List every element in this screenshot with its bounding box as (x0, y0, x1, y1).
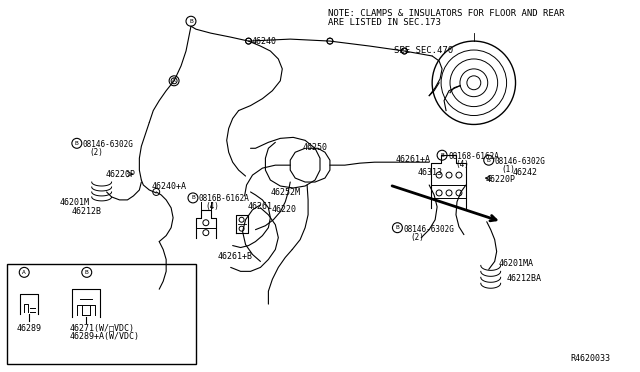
Text: B: B (487, 158, 491, 163)
Text: (2): (2) (90, 148, 104, 157)
Text: (1): (1) (502, 165, 515, 174)
Text: 46261+A: 46261+A (396, 155, 431, 164)
Text: 46212BA: 46212BA (507, 274, 541, 283)
Text: 46242: 46242 (513, 168, 538, 177)
Text: 46250: 46250 (302, 143, 327, 152)
Text: SEE SEC.470: SEE SEC.470 (394, 46, 454, 55)
Text: B: B (85, 270, 88, 275)
Text: 46201MA: 46201MA (499, 259, 534, 269)
Text: A: A (22, 270, 26, 275)
Text: 46220: 46220 (271, 205, 296, 214)
Text: (2): (2) (410, 232, 424, 242)
Text: R4620033: R4620033 (570, 354, 610, 363)
Text: 08146-6302G: 08146-6302G (495, 157, 545, 166)
Text: 46313: 46313 (417, 168, 442, 177)
Text: (4): (4) (206, 202, 220, 211)
Text: 46261: 46261 (248, 202, 273, 211)
Text: ARE LISTED IN SEC.173: ARE LISTED IN SEC.173 (328, 18, 441, 27)
Text: 46220P: 46220P (106, 170, 136, 179)
Text: 46201M: 46201M (60, 198, 90, 207)
Text: 0816B-6162A: 0816B-6162A (199, 194, 250, 203)
Text: (4): (4) (455, 160, 469, 169)
Text: 46252M: 46252M (270, 188, 300, 197)
Text: 46271(W/□VDC): 46271(W/□VDC) (70, 324, 135, 333)
Text: B: B (440, 153, 444, 158)
Text: 08146-6302G: 08146-6302G (83, 140, 134, 149)
Text: 46220P: 46220P (486, 175, 516, 184)
Text: 46289+A(W/VDC): 46289+A(W/VDC) (70, 332, 140, 341)
Text: B: B (191, 195, 195, 201)
Text: B: B (75, 141, 79, 146)
Text: B: B (189, 19, 193, 24)
Text: 08146-6302G: 08146-6302G (403, 225, 454, 234)
Text: 46289: 46289 (16, 324, 42, 333)
Bar (7, 264, 196, 364)
Text: 08168-6162A: 08168-6162A (448, 152, 499, 161)
Text: NOTE: CLAMPS & INSULATORS FOR FLOOR AND REAR: NOTE: CLAMPS & INSULATORS FOR FLOOR AND … (328, 9, 564, 18)
Text: 46240+A: 46240+A (151, 182, 186, 191)
Text: B: B (396, 225, 399, 230)
Text: 46240: 46240 (252, 37, 276, 46)
Text: 46261+B: 46261+B (218, 253, 253, 262)
Text: 46212B: 46212B (72, 207, 102, 216)
Text: A: A (172, 78, 176, 83)
